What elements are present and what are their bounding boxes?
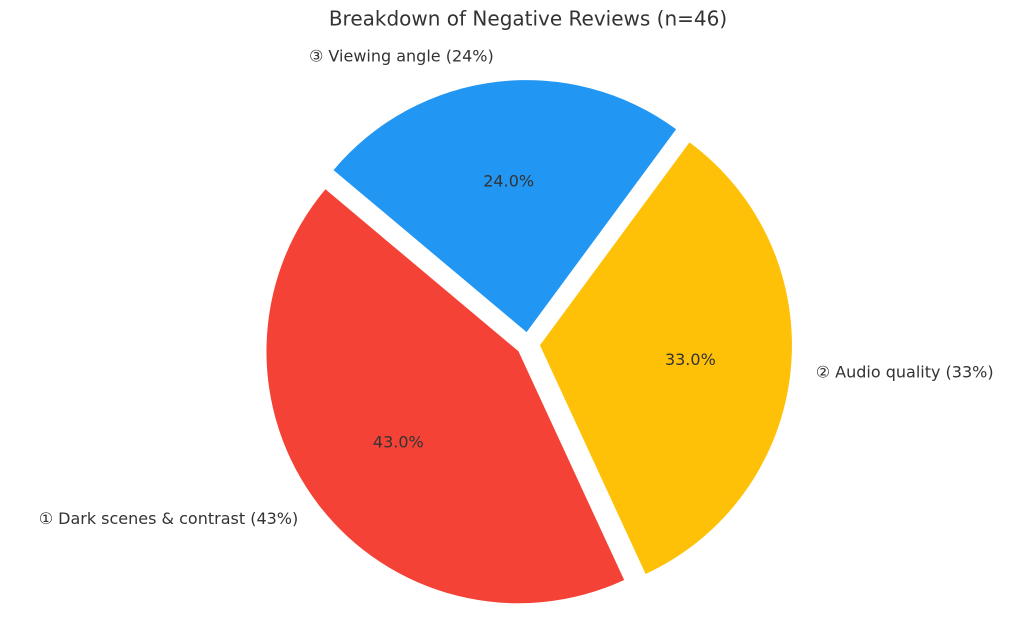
pie-slice: [539, 142, 792, 574]
pie-slice: [333, 80, 677, 333]
slice-category-label: ① Dark scenes & contrast (43%): [39, 509, 299, 528]
slice-category-label: ③ Viewing angle (24%): [309, 46, 494, 65]
slice-category-label: ② Audio quality (33%): [816, 363, 994, 382]
slice-value-label: 24.0%: [483, 171, 534, 190]
slice-value-label: 43.0%: [373, 433, 424, 452]
pie-slice: [266, 189, 625, 604]
slice-value-label: 33.0%: [665, 350, 716, 369]
chart-title: Breakdown of Negative Reviews (n=46): [329, 7, 727, 31]
